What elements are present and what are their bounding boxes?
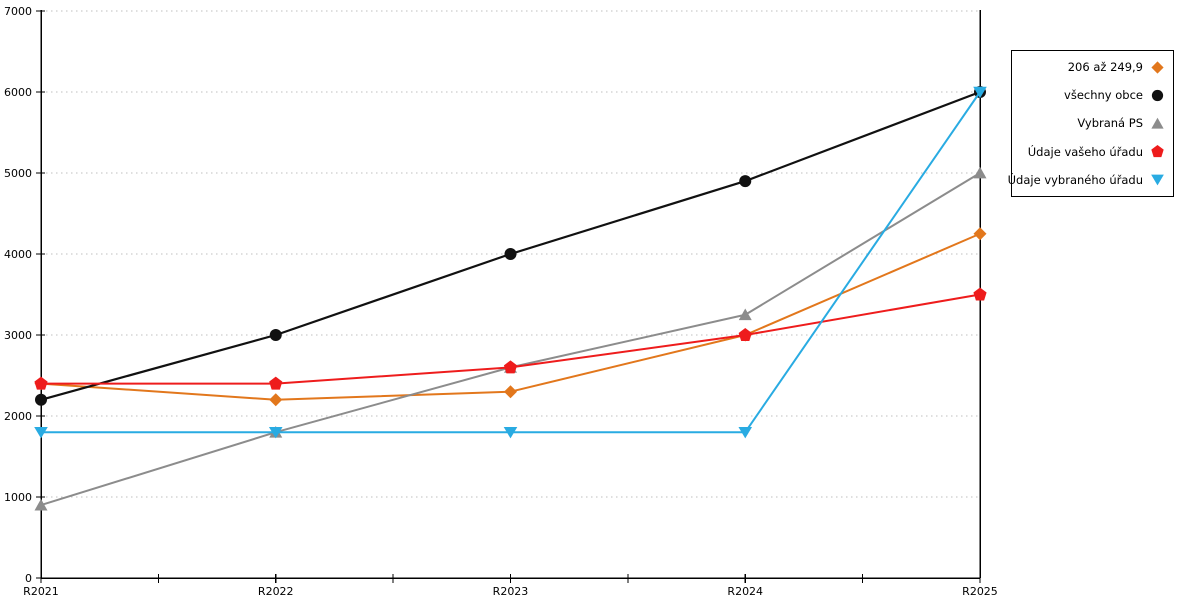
- legend-label: Údaje vybraného úřadu: [1007, 172, 1143, 187]
- pentagon-icon: [34, 376, 48, 390]
- legend-item: Údaje vašeho úřadu: [1012, 144, 1173, 159]
- circle-icon: [35, 393, 47, 406]
- x-tick-label: R2021: [23, 585, 59, 598]
- series-2: [34, 166, 987, 511]
- pentagon-icon: [269, 376, 283, 390]
- triangle-down-icon: [503, 427, 518, 439]
- y-tick-label: 5000: [4, 167, 32, 180]
- x-tick-label: R2025: [962, 585, 998, 598]
- y-tick-label: 6000: [4, 86, 32, 99]
- legend-label: všechny obce: [1064, 88, 1143, 103]
- diamond-icon: [1151, 61, 1164, 74]
- triangle-down-icon: [268, 427, 283, 439]
- legend-item: 206 až 249,9: [1012, 60, 1173, 75]
- y-tick-label: 2000: [4, 410, 32, 423]
- series-line: [40, 91, 981, 434]
- legend-label: Údaje vašeho úřadu: [1027, 144, 1143, 159]
- legend-item: Vybraná PS: [1012, 116, 1173, 131]
- triangle-down-icon: [973, 86, 987, 99]
- pentagon-icon: [503, 360, 518, 374]
- series-3: [34, 287, 987, 390]
- series-1: [35, 86, 986, 406]
- diamond-icon: [269, 393, 283, 407]
- triangle-down-icon: [1151, 174, 1164, 186]
- series-4: [34, 86, 987, 439]
- pentagon-icon: [973, 287, 987, 301]
- circle-icon: [739, 175, 752, 188]
- y-tick-label: 3000: [4, 329, 32, 342]
- diamond-icon: [973, 227, 987, 241]
- legend-box: 206 až 249,9 všechny obce Vybraná PS Údaje …: [1008, 50, 1174, 197]
- triangle-down-icon: [34, 427, 48, 439]
- y-tick-label: 1000: [4, 491, 32, 504]
- circle-icon: [504, 248, 517, 260]
- diamond-icon: [504, 385, 517, 399]
- y-tick-label: 0: [25, 572, 32, 585]
- triangle-up-icon: [34, 498, 48, 511]
- legend-label: 206 až 249,9: [1067, 60, 1143, 75]
- triangle-up-icon: [973, 166, 987, 179]
- circle-icon: [269, 329, 282, 341]
- pentagon-icon: [738, 328, 752, 341]
- x-tick-label: R2023: [493, 585, 529, 598]
- triangle-down-icon: [738, 427, 753, 439]
- y-tick-label: 4000: [4, 248, 32, 261]
- x-tick-label: R2024: [727, 585, 763, 598]
- y-tick-label: 7000: [4, 5, 32, 18]
- pentagon-icon: [1151, 145, 1164, 158]
- triangle-up-icon: [1151, 117, 1164, 129]
- legend-label: Vybraná PS: [1077, 116, 1143, 131]
- legend-item: všechny obce: [1012, 88, 1173, 103]
- circle-icon: [1151, 89, 1164, 101]
- series-line: [39, 90, 982, 401]
- legend-item: Údaje vybraného úřadu: [1008, 172, 1173, 187]
- x-tick-label: R2022: [258, 585, 294, 598]
- series-line: [40, 172, 981, 507]
- triangle-up-icon: [738, 308, 752, 321]
